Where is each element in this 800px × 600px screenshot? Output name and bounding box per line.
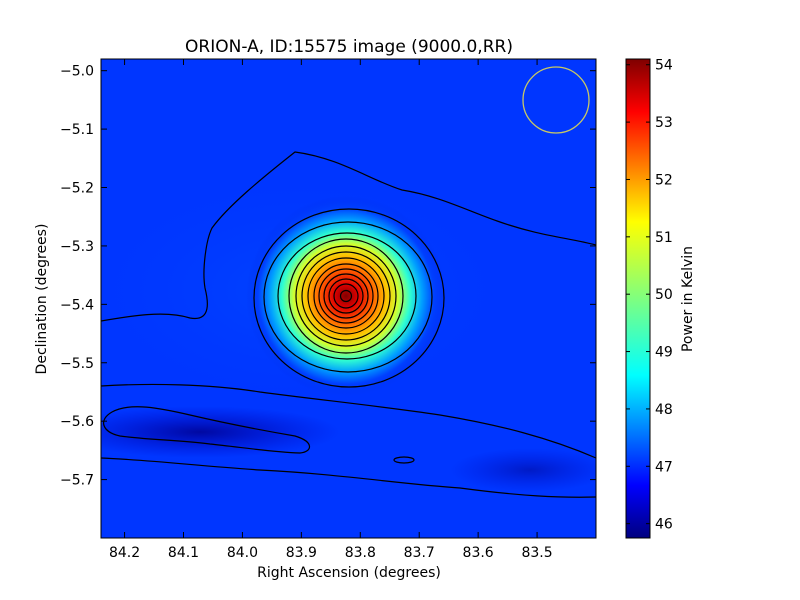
contour-lines — [101, 151, 596, 498]
contour-peak-1 — [253, 208, 445, 388]
low-emission-band-2 — [450, 448, 596, 492]
colorbar-tick-label: 46 — [655, 517, 673, 533]
colorbar-tick-label: 49 — [655, 345, 673, 361]
contour-outer — [101, 151, 596, 322]
x-tick-label: 84.2 — [109, 545, 140, 561]
y-tick-label: −5.5 — [60, 356, 94, 372]
colorbar-label: Power in Kelvin — [680, 246, 696, 352]
y-axis-label: Declination (degrees) — [34, 224, 50, 375]
y-tick-label: −5.1 — [60, 122, 94, 138]
colorbar-ticks: 46 47 48 49 50 51 52 53 54 — [626, 58, 673, 533]
contour-peak-11 — [328, 278, 364, 314]
contour-peak-3 — [277, 232, 417, 360]
colorbar-tick-label: 54 — [655, 58, 673, 74]
contour-peak-7 — [307, 257, 385, 335]
y-tick-label: −5.0 — [60, 64, 94, 80]
x-tick-label: 84.0 — [227, 545, 258, 561]
x-tick-label: 84.1 — [168, 545, 199, 561]
colorbar-tick-label: 53 — [655, 115, 673, 131]
x-axis-ticks: 84.2 84.1 84.0 83.9 83.8 83.7 83.6 83.5 — [109, 59, 553, 561]
contour-peak-10 — [323, 273, 369, 319]
contour-peak-5 — [295, 245, 397, 347]
contour-peak-6 — [301, 251, 391, 341]
x-tick-label: 83.9 — [286, 545, 317, 561]
y-axis-ticks: −5.0 −5.1 −5.2 −5.3 −5.4 −5.5 −5.6 −5.7 — [60, 64, 596, 489]
colorbar-tick-label: 51 — [655, 230, 673, 246]
x-tick-label: 83.5 — [521, 545, 552, 561]
colorbar-tick-label: 50 — [655, 287, 673, 303]
colorbar-tick-label: 52 — [655, 172, 673, 188]
plot-frame — [100, 58, 597, 539]
contour-small-blob — [393, 456, 415, 464]
contour-peak-12 — [333, 283, 359, 309]
x-axis-label: Right Ascension (degrees) — [257, 565, 441, 581]
contour-peak-4 — [288, 238, 404, 354]
x-tick-label: 83.8 — [345, 545, 376, 561]
contour-peak-13 — [339, 289, 353, 303]
colorbar — [625, 58, 651, 539]
contour-low-band — [103, 406, 311, 454]
chart-title: ORION-A, ID:15575 image (9000.0,RR) — [185, 37, 513, 57]
contour-peak-9 — [318, 268, 374, 324]
y-tick-label: −5.3 — [60, 239, 94, 255]
contour-lower-1 — [101, 383, 596, 459]
y-tick-label: −5.2 — [60, 181, 94, 197]
colorbar-tick-label: 48 — [655, 402, 673, 418]
y-tick-label: −5.6 — [60, 414, 94, 430]
contour-peak-8 — [313, 263, 379, 329]
contour-lower-2 — [101, 457, 596, 498]
low-emission-band — [101, 406, 340, 458]
peak-emission — [246, 196, 446, 396]
heatmap-field — [101, 59, 596, 538]
x-tick-label: 83.7 — [404, 545, 435, 561]
y-tick-label: −5.7 — [60, 473, 94, 489]
colorbar-tick-label: 47 — [655, 459, 673, 475]
beam-circle — [522, 66, 590, 134]
contour-peak-2 — [263, 221, 433, 373]
y-tick-label: −5.4 — [60, 297, 94, 313]
x-tick-label: 83.6 — [463, 545, 494, 561]
